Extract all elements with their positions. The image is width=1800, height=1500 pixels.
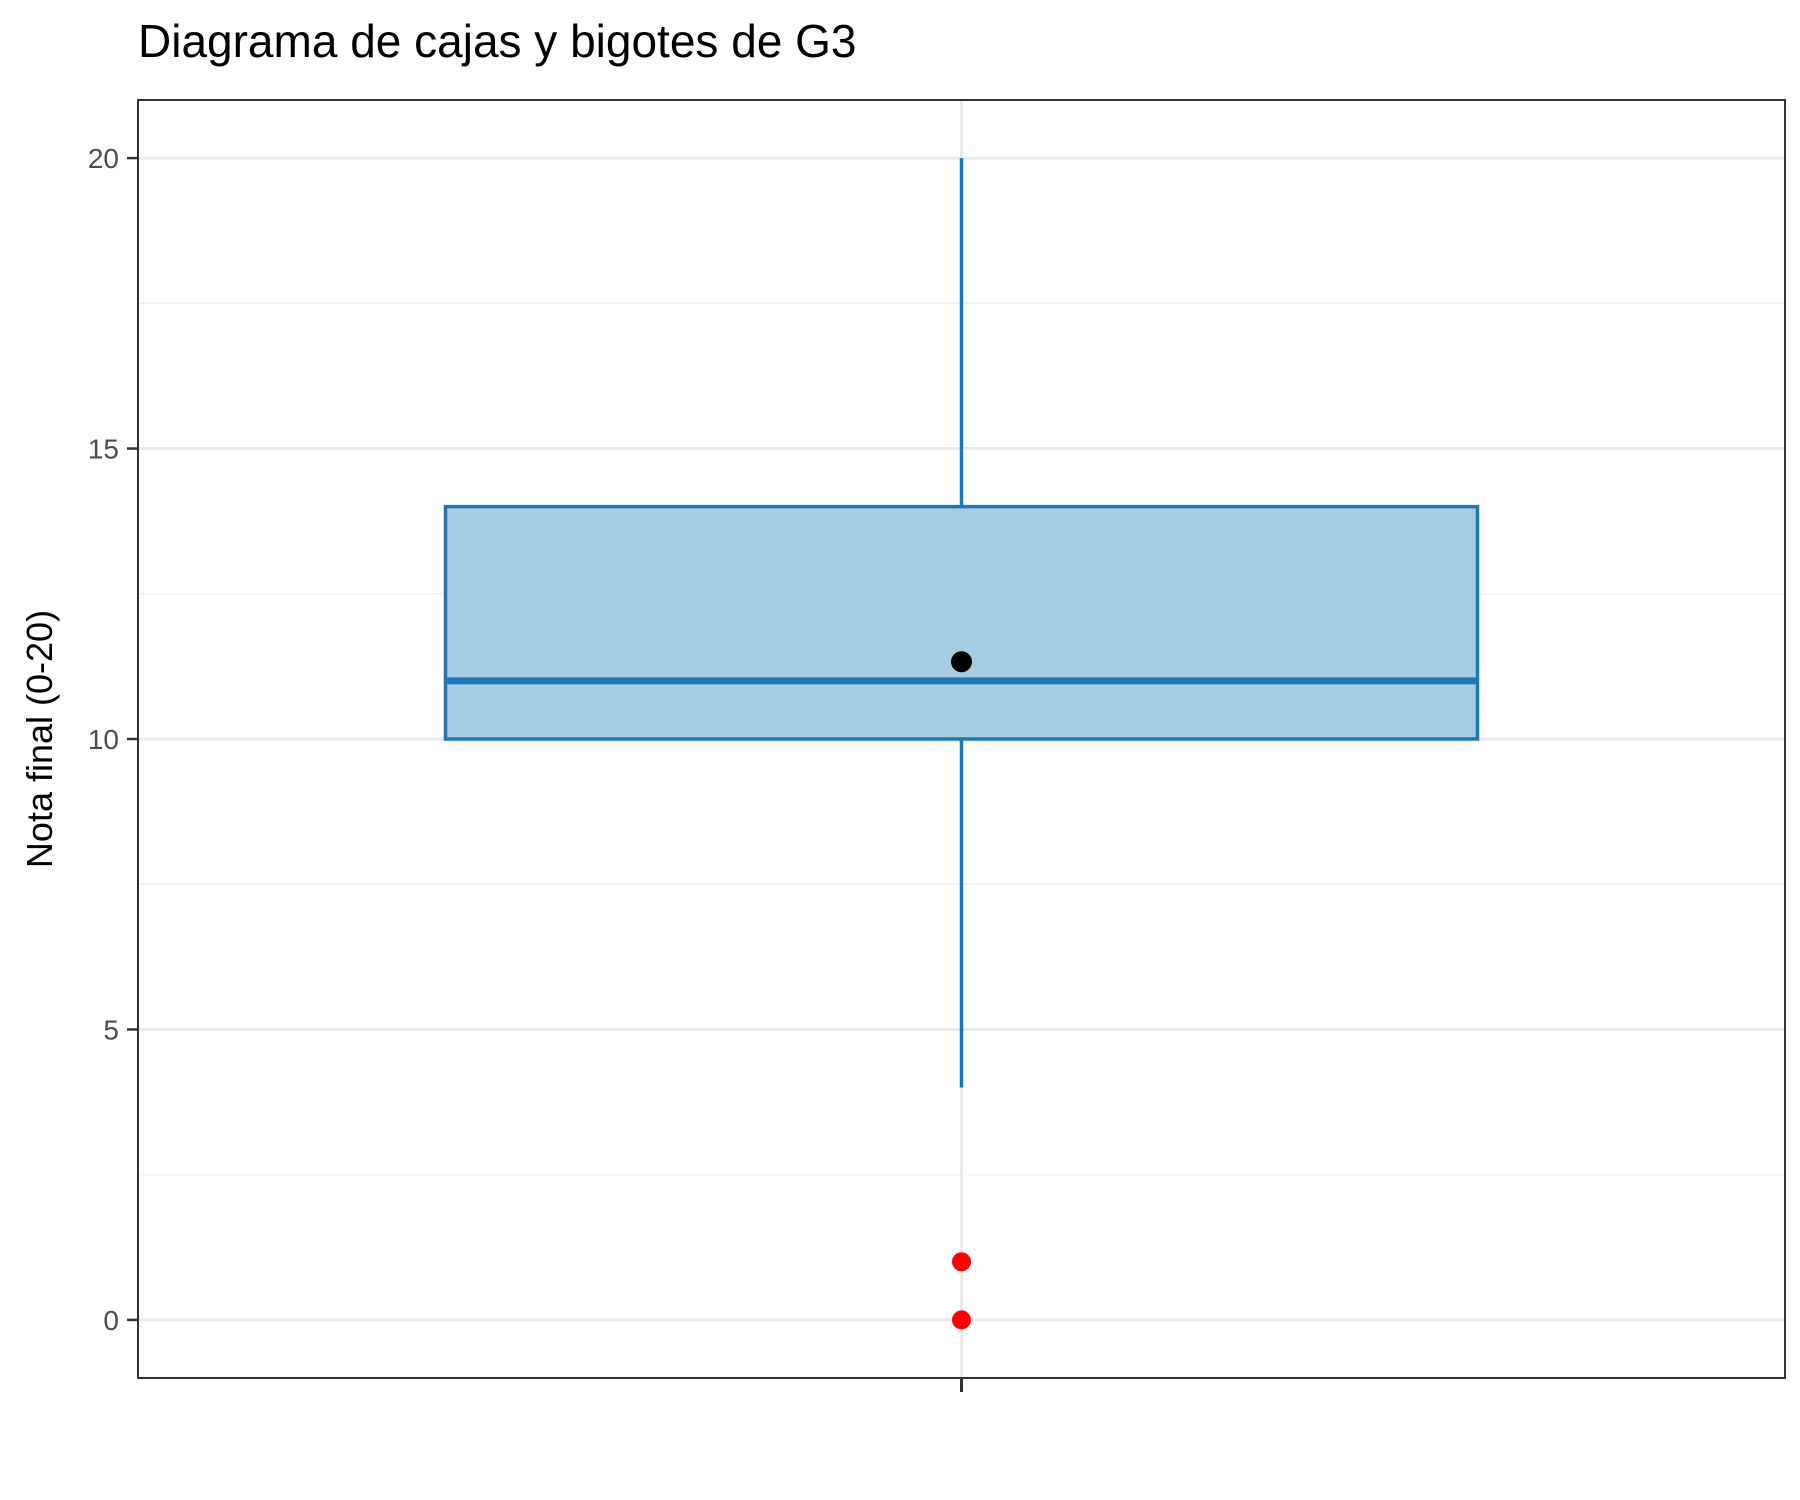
- chart-title: Diagrama de cajas y bigotes de G3: [138, 15, 857, 67]
- y-tick-label: 5: [103, 1014, 119, 1045]
- y-tick-label: 10: [88, 724, 119, 755]
- y-axis-tick-labels: 0 5 10 15 20: [88, 143, 119, 1336]
- y-tick-label: 20: [88, 143, 119, 174]
- y-tick-label: 15: [88, 434, 119, 465]
- outlier-point: [952, 1252, 971, 1272]
- mean-point: [951, 651, 972, 673]
- outlier-points: [952, 1252, 971, 1330]
- y-tick-label: 0: [103, 1305, 119, 1336]
- interquartile-box: [443, 504, 1480, 741]
- outlier-point: [952, 1310, 971, 1330]
- y-axis-ticks: [127, 156, 138, 1322]
- y-axis-title: Nota final (0-20): [19, 610, 60, 868]
